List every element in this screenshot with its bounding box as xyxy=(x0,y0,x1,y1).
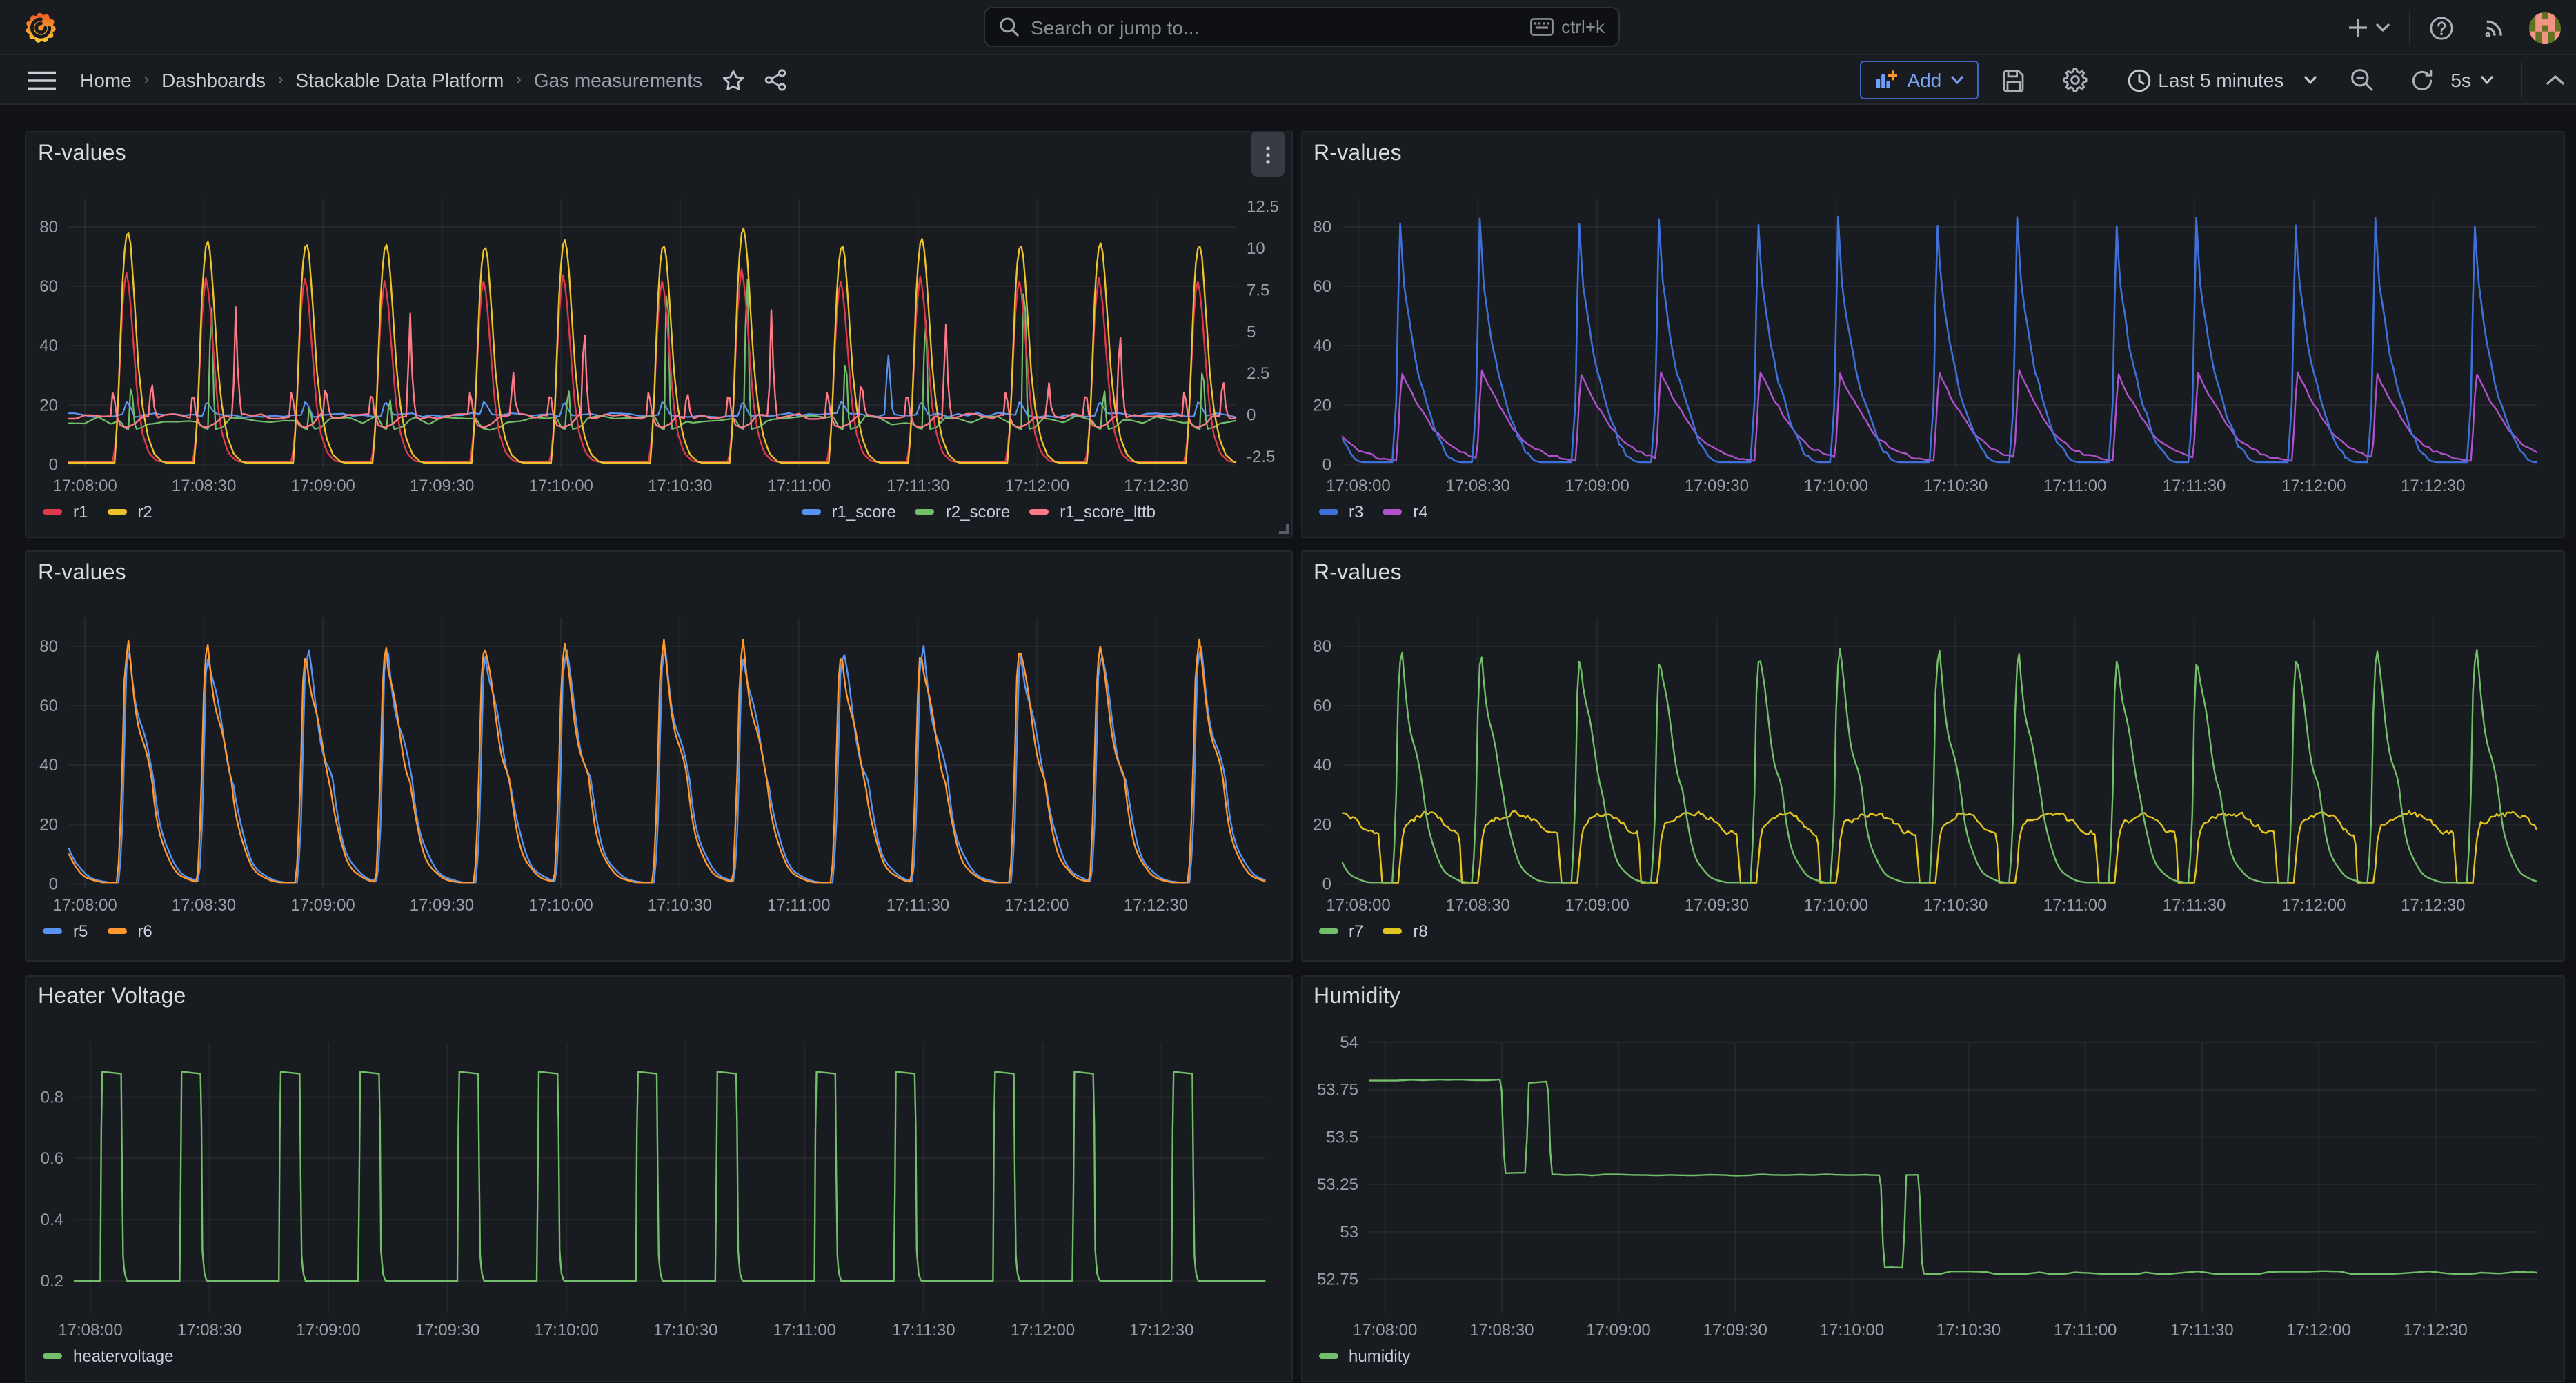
svg-text:17:09:00: 17:09:00 xyxy=(1564,896,1628,915)
svg-text:52.75: 52.75 xyxy=(1316,1270,1358,1289)
svg-text:17:09:30: 17:09:30 xyxy=(415,1320,479,1339)
svg-text:17:08:30: 17:08:30 xyxy=(172,477,236,495)
svg-text:2.5: 2.5 xyxy=(1247,364,1269,383)
svg-text:17:12:30: 17:12:30 xyxy=(1124,477,1188,495)
svg-text:17:08:00: 17:08:00 xyxy=(1352,1320,1416,1339)
svg-text:17:09:00: 17:09:00 xyxy=(1585,1320,1649,1339)
svg-text:80: 80 xyxy=(39,637,58,656)
svg-text:17:11:00: 17:11:00 xyxy=(767,896,831,915)
svg-text:0: 0 xyxy=(1322,455,1331,474)
svg-text:0: 0 xyxy=(1247,406,1256,425)
svg-text:17:11:00: 17:11:00 xyxy=(768,477,831,495)
svg-text:17:10:00: 17:10:00 xyxy=(534,1320,598,1339)
svg-text:0.8: 0.8 xyxy=(41,1087,63,1106)
svg-text:0: 0 xyxy=(49,455,58,474)
svg-text:40: 40 xyxy=(39,756,58,775)
svg-text:60: 60 xyxy=(39,697,58,715)
svg-text:17:11:30: 17:11:30 xyxy=(886,896,950,915)
svg-text:17:09:00: 17:09:00 xyxy=(1564,477,1628,495)
svg-text:17:08:30: 17:08:30 xyxy=(1445,477,1509,495)
svg-text:17:11:30: 17:11:30 xyxy=(886,477,950,495)
svg-text:17:12:00: 17:12:00 xyxy=(1005,477,1069,495)
svg-text:17:10:30: 17:10:30 xyxy=(653,1320,717,1339)
svg-text:17:12:30: 17:12:30 xyxy=(2402,1320,2466,1339)
svg-text:17:12:30: 17:12:30 xyxy=(2400,477,2464,495)
svg-text:17:08:30: 17:08:30 xyxy=(1469,1320,1533,1339)
svg-text:17:10:30: 17:10:30 xyxy=(1923,477,1987,495)
svg-text:17:09:30: 17:09:30 xyxy=(1702,1320,1766,1339)
svg-text:0.4: 0.4 xyxy=(41,1210,63,1228)
svg-text:17:11:30: 17:11:30 xyxy=(2162,896,2226,915)
svg-text:60: 60 xyxy=(39,277,58,296)
svg-text:17:09:00: 17:09:00 xyxy=(290,477,355,495)
svg-text:20: 20 xyxy=(39,815,58,834)
svg-text:17:08:00: 17:08:00 xyxy=(1325,896,1389,915)
svg-text:17:11:00: 17:11:00 xyxy=(773,1320,836,1339)
svg-text:80: 80 xyxy=(1312,637,1331,656)
svg-text:53.25: 53.25 xyxy=(1316,1175,1358,1193)
svg-text:40: 40 xyxy=(1312,337,1331,355)
svg-text:17:09:30: 17:09:30 xyxy=(410,896,474,915)
svg-text:17:10:00: 17:10:00 xyxy=(1819,1320,1883,1339)
svg-text:17:09:00: 17:09:00 xyxy=(296,1320,360,1339)
svg-text:17:08:30: 17:08:30 xyxy=(177,1320,241,1339)
svg-text:17:10:00: 17:10:00 xyxy=(1803,477,1867,495)
svg-text:17:08:00: 17:08:00 xyxy=(58,1320,122,1339)
svg-text:17:10:00: 17:10:00 xyxy=(528,477,593,495)
svg-text:12.5: 12.5 xyxy=(1247,198,1279,217)
svg-text:7.5: 7.5 xyxy=(1247,281,1269,299)
svg-text:17:10:30: 17:10:30 xyxy=(1936,1320,2000,1339)
svg-text:17:12:30: 17:12:30 xyxy=(2400,896,2464,915)
svg-text:40: 40 xyxy=(39,337,58,355)
svg-text:17:11:00: 17:11:00 xyxy=(2043,477,2106,495)
svg-text:17:10:00: 17:10:00 xyxy=(1803,896,1867,915)
svg-text:53: 53 xyxy=(1339,1222,1358,1241)
svg-text:17:12:00: 17:12:00 xyxy=(1011,1320,1075,1339)
svg-text:17:08:00: 17:08:00 xyxy=(52,477,117,495)
svg-text:5: 5 xyxy=(1247,323,1256,341)
svg-text:17:11:30: 17:11:30 xyxy=(892,1320,955,1339)
svg-text:17:08:00: 17:08:00 xyxy=(1325,477,1389,495)
svg-text:0: 0 xyxy=(49,875,58,893)
svg-text:17:10:30: 17:10:30 xyxy=(648,477,712,495)
svg-text:-2.5: -2.5 xyxy=(1247,448,1275,466)
svg-text:60: 60 xyxy=(1312,697,1331,715)
svg-text:60: 60 xyxy=(1312,277,1331,296)
svg-text:80: 80 xyxy=(39,218,58,237)
svg-text:40: 40 xyxy=(1312,756,1331,775)
svg-text:17:08:00: 17:08:00 xyxy=(52,896,117,915)
svg-text:53.75: 53.75 xyxy=(1316,1080,1358,1099)
svg-text:0.2: 0.2 xyxy=(41,1271,63,1290)
svg-text:17:09:00: 17:09:00 xyxy=(290,896,355,915)
svg-text:17:11:00: 17:11:00 xyxy=(2043,896,2106,915)
svg-text:17:12:30: 17:12:30 xyxy=(1129,1320,1193,1339)
svg-text:80: 80 xyxy=(1312,218,1331,237)
svg-text:20: 20 xyxy=(1312,815,1331,834)
svg-text:17:10:30: 17:10:30 xyxy=(648,896,712,915)
svg-text:17:12:00: 17:12:00 xyxy=(1004,896,1069,915)
svg-text:17:08:30: 17:08:30 xyxy=(1445,896,1509,915)
svg-text:17:09:30: 17:09:30 xyxy=(410,477,474,495)
svg-text:17:11:30: 17:11:30 xyxy=(2162,477,2226,495)
svg-text:17:12:00: 17:12:00 xyxy=(2286,1320,2350,1339)
svg-text:17:12:00: 17:12:00 xyxy=(2281,896,2345,915)
svg-text:17:12:30: 17:12:30 xyxy=(1124,896,1188,915)
svg-text:0.6: 0.6 xyxy=(41,1148,63,1167)
svg-text:20: 20 xyxy=(39,396,58,415)
svg-text:17:10:00: 17:10:00 xyxy=(528,896,593,915)
svg-text:17:12:00: 17:12:00 xyxy=(2281,477,2345,495)
svg-text:10: 10 xyxy=(1247,239,1265,258)
svg-text:0: 0 xyxy=(1322,875,1331,893)
svg-text:20: 20 xyxy=(1312,396,1331,415)
svg-text:17:08:30: 17:08:30 xyxy=(172,896,236,915)
svg-text:53.5: 53.5 xyxy=(1325,1127,1358,1146)
svg-text:17:10:30: 17:10:30 xyxy=(1923,896,1987,915)
svg-text:17:11:00: 17:11:00 xyxy=(2053,1320,2117,1339)
svg-text:17:09:30: 17:09:30 xyxy=(1684,896,1748,915)
svg-text:17:11:30: 17:11:30 xyxy=(2170,1320,2233,1339)
svg-text:17:09:30: 17:09:30 xyxy=(1684,477,1748,495)
svg-text:54: 54 xyxy=(1339,1033,1358,1051)
